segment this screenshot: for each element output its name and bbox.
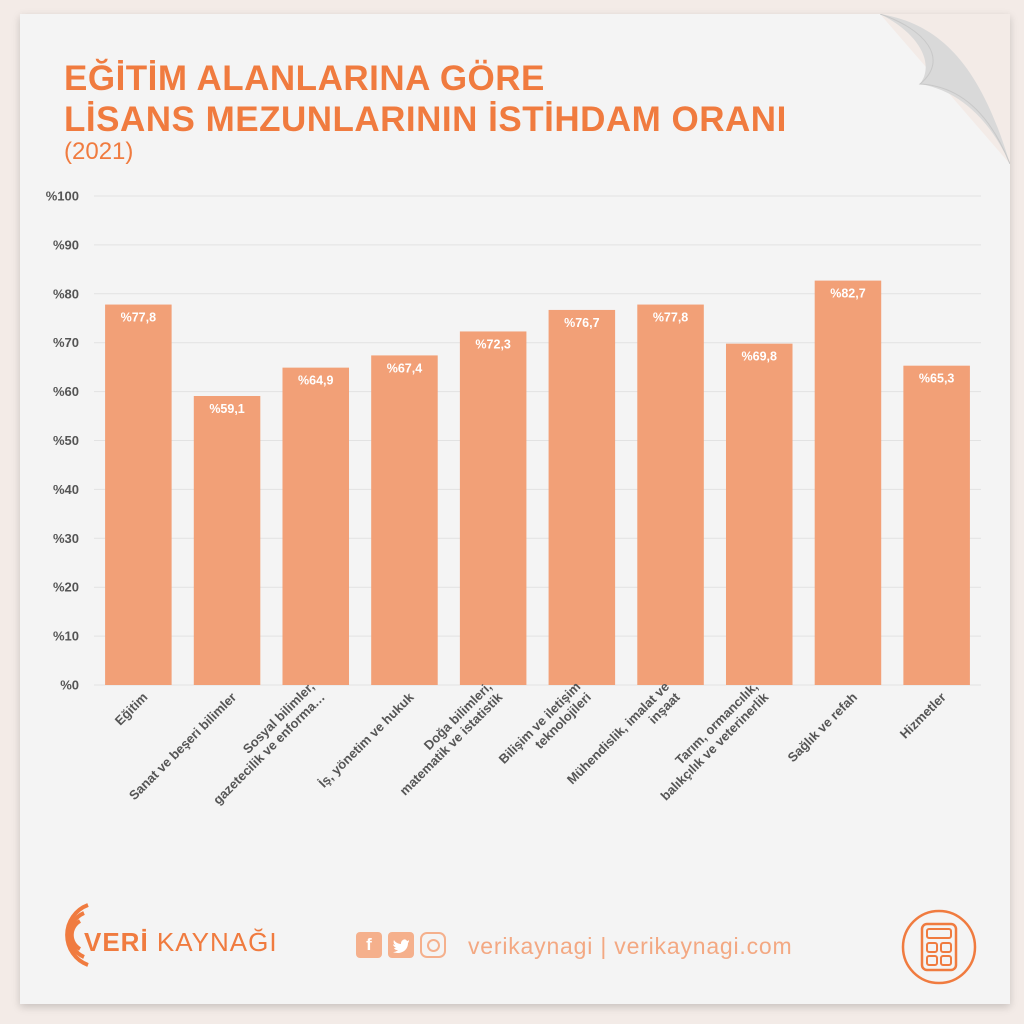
chart-title: EĞİTİM ALANLARINA GÖRE LİSANS MEZUNLARIN… (64, 58, 787, 140)
title-line-2: LİSANS MEZUNLARININ İSTİHDAM ORANI (64, 100, 787, 139)
y-tick-label: %30 (53, 531, 79, 546)
veri-kaynagi-logo-icon (65, 903, 89, 967)
bar (725, 343, 793, 685)
x-tick-label: Eğitim (112, 690, 151, 729)
bar (105, 304, 172, 685)
y-tick-label: %20 (53, 580, 79, 595)
y-tick-label: %50 (53, 433, 79, 448)
x-tick-label: Hizmetler (897, 690, 949, 742)
bar-value-label: %67,4 (387, 361, 422, 375)
bar (814, 280, 882, 685)
bar-value-label: %64,9 (298, 374, 333, 388)
bar-chart: %0 %10 %20 %30 %40 %50 %60 %70 %80 %90 %100 %77,8 Eğ… (46, 189, 981, 807)
bar (548, 309, 616, 685)
y-tick-label: %60 (53, 384, 79, 399)
bar-value-label: %77,8 (653, 311, 688, 325)
y-tick-label: %100 (46, 189, 79, 204)
bar (193, 396, 261, 685)
bar (459, 331, 527, 685)
y-tick-label: %80 (53, 286, 79, 301)
calculator-icon (901, 909, 977, 985)
x-tick-label-line: matematik ve istatistik (397, 689, 506, 798)
brand-name: VERİ KAYNAĞI (84, 927, 278, 958)
brand-name-bold: VERİ (84, 927, 149, 957)
bar (637, 304, 704, 685)
instagram-icon[interactable] (420, 932, 446, 958)
x-tick-label-line: Sağlık ve refah (785, 689, 861, 765)
bar (282, 367, 350, 685)
y-tick-label: %10 (53, 629, 79, 644)
bar-value-label: %77,8 (121, 311, 156, 325)
y-tick-label: %0 (60, 678, 79, 693)
x-tick-label: Sağlık ve refah (785, 689, 861, 765)
contact-handles[interactable]: verikaynagi | verikaynagi.com (468, 933, 793, 959)
y-tick-label: %70 (53, 335, 79, 350)
y-tick-label: %40 (53, 482, 79, 497)
bar-value-label: %69,8 (742, 350, 777, 364)
bar-value-label: %72,3 (475, 337, 510, 351)
y-tick-label: %90 (53, 237, 79, 252)
x-tick-label-line: Eğitim (112, 690, 151, 729)
page-curl-icon (880, 14, 1010, 164)
facebook-icon[interactable]: f (356, 932, 382, 958)
social-links: f (356, 932, 446, 958)
bar-value-label: %82,7 (830, 287, 865, 301)
bar-value-label: %59,1 (209, 402, 244, 416)
bar (903, 365, 970, 685)
title-line-1: EĞİTİM ALANLARINA GÖRE (64, 59, 545, 98)
brand-name-rest: KAYNAĞI (148, 927, 278, 957)
x-tick-label-line: Hizmetler (897, 690, 949, 742)
twitter-icon[interactable] (388, 932, 414, 958)
bar (371, 355, 438, 685)
chart-subtitle: (2021) (64, 138, 134, 165)
bar-value-label: %76,7 (564, 316, 599, 330)
bar-value-label: %65,3 (919, 372, 954, 386)
x-tick-label-line: İş, yönetim ve hukuk (316, 689, 418, 791)
x-tick-label: İş, yönetim ve hukuk (316, 689, 418, 791)
